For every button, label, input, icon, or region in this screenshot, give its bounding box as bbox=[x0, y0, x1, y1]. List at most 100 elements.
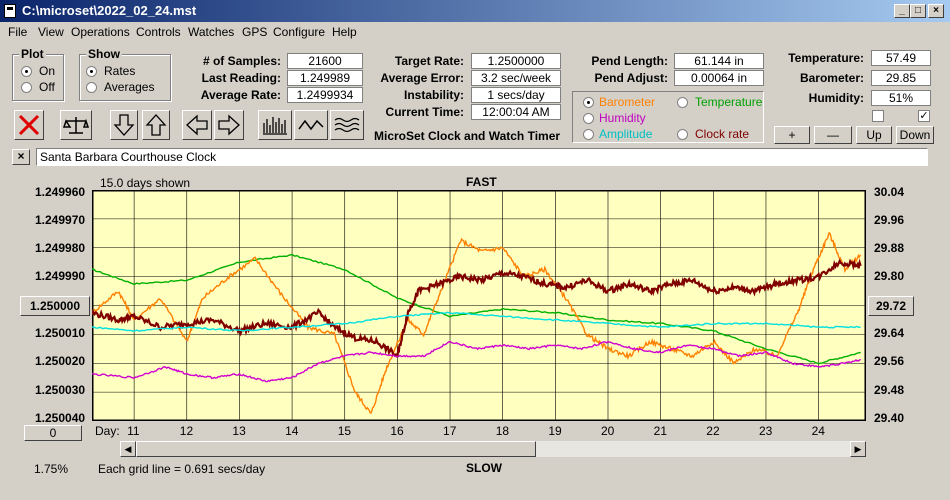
menu-gps[interactable]: GPS bbox=[242, 25, 268, 39]
target-rate-value: 1.2500000 bbox=[471, 53, 561, 69]
last-reading-label: Last Reading: bbox=[201, 71, 281, 85]
x-tick-12: 12 bbox=[179, 424, 194, 438]
left-tick-3: 1.249990 bbox=[35, 269, 86, 283]
menu-controls[interactable]: Controls bbox=[136, 25, 181, 39]
move-right-button[interactable] bbox=[214, 110, 244, 140]
series-humidity bbox=[92, 340, 861, 383]
right-tick-3: 29.80 bbox=[874, 269, 905, 283]
series-amplitude bbox=[92, 311, 861, 332]
left-tick-0: 1.249960 bbox=[35, 185, 86, 199]
scroll-right-button[interactable]: ▶ bbox=[850, 441, 866, 457]
temperature-label: Temperature: bbox=[788, 51, 864, 65]
menu-operations[interactable]: Operations bbox=[71, 25, 130, 39]
arrow-right-icon bbox=[218, 114, 240, 136]
description-field[interactable]: Santa Barbara Courthouse Clock bbox=[36, 148, 928, 166]
option-checkbox-1[interactable] bbox=[872, 110, 884, 122]
plot-on-label: On bbox=[39, 64, 56, 78]
grid-note-label: Each grid line = 0.691 secs/day bbox=[98, 462, 266, 476]
pend-length-value: 61.144 in bbox=[674, 53, 764, 69]
sensor-clockrate-label: Clock rate bbox=[695, 127, 750, 141]
plot-on-radio[interactable] bbox=[21, 66, 32, 77]
show-averages-radio[interactable] bbox=[86, 82, 97, 93]
right-axis-center-button[interactable]: 29.72 bbox=[868, 296, 914, 316]
current-time-value: 12:00:04 AM bbox=[471, 104, 561, 120]
bar-view-button[interactable] bbox=[258, 110, 292, 140]
show-rates-radio[interactable] bbox=[86, 66, 97, 77]
multi-wave-view-button[interactable] bbox=[330, 110, 364, 140]
left-tick-8: 1.250040 bbox=[35, 411, 86, 425]
scale-minus-button[interactable]: — bbox=[814, 126, 852, 144]
move-up-button[interactable] bbox=[142, 110, 170, 140]
delete-icon bbox=[18, 114, 40, 136]
target-rate-label: Target Rate: bbox=[394, 54, 464, 68]
clear-description-button[interactable]: × bbox=[12, 149, 30, 165]
wave-view-button[interactable] bbox=[294, 110, 328, 140]
close-button[interactable]: × bbox=[928, 4, 944, 18]
sensor-temperature-label: Temperature bbox=[695, 95, 763, 109]
x-tick-19: 19 bbox=[548, 424, 562, 438]
scroll-thumb[interactable] bbox=[136, 441, 536, 457]
scroll-left-button[interactable]: ◀ bbox=[120, 441, 136, 457]
left-tick-6: 1.250020 bbox=[35, 354, 86, 368]
series-layer bbox=[92, 231, 862, 414]
x-tick-13: 13 bbox=[232, 424, 246, 438]
scroll-left-arrow-icon: ◀ bbox=[124, 444, 132, 454]
app-caption: MicroSet Clock and Watch Timer bbox=[374, 129, 561, 143]
sensor-humidity-radio[interactable] bbox=[583, 113, 594, 124]
sensor-barometer-radio[interactable] bbox=[583, 97, 594, 108]
sensor-humidity-label: Humidity bbox=[599, 111, 646, 125]
x-tick-17: 17 bbox=[443, 424, 457, 438]
rate-chart[interactable] bbox=[92, 190, 866, 421]
window-title: C:\microset\2022_02_24.mst bbox=[22, 3, 197, 18]
menu-view[interactable]: View bbox=[38, 25, 64, 39]
sensor-barometer-label: Barometer bbox=[599, 95, 656, 109]
maximize-button[interactable]: □ bbox=[910, 4, 926, 18]
barometer-value: 29.85 bbox=[871, 70, 931, 86]
arrow-down-icon bbox=[113, 114, 135, 136]
sensor-amplitude-label: Amplitude bbox=[599, 127, 653, 141]
menu-watches[interactable]: Watches bbox=[188, 25, 235, 39]
x-tick-22: 22 bbox=[706, 424, 720, 438]
arrow-left-icon bbox=[186, 114, 208, 136]
x-tick-11: 11 bbox=[127, 424, 140, 438]
sensor-clockrate-radio[interactable] bbox=[677, 129, 688, 140]
left-axis-center-button[interactable]: 1.250000 bbox=[20, 296, 90, 316]
grid-lines bbox=[92, 190, 866, 421]
scale-up-button[interactable]: Up bbox=[856, 126, 892, 144]
move-down-button[interactable] bbox=[110, 110, 138, 140]
sensor-temperature-radio[interactable] bbox=[677, 97, 688, 108]
x-tick-24: 24 bbox=[811, 424, 825, 438]
menu-file[interactable]: File bbox=[8, 25, 28, 39]
balance-button[interactable] bbox=[60, 110, 92, 140]
plot-group: Plot On Off bbox=[12, 47, 64, 101]
left-tick-1: 1.249970 bbox=[35, 213, 86, 227]
right-tick-0: 30.04 bbox=[874, 185, 905, 199]
arrow-up-icon bbox=[145, 114, 167, 136]
plot-group-title: Plot bbox=[19, 47, 46, 61]
move-left-button[interactable] bbox=[182, 110, 212, 140]
x-tick-18: 18 bbox=[495, 424, 510, 438]
right-tick-8: 29.40 bbox=[874, 411, 905, 425]
right-tick-7: 29.48 bbox=[874, 383, 905, 397]
left-bottom-button[interactable]: 0 bbox=[24, 425, 82, 441]
delete-button[interactable] bbox=[14, 110, 44, 140]
menu-help[interactable]: Help bbox=[332, 25, 357, 39]
menu-configure[interactable]: Configure bbox=[273, 25, 326, 39]
horizontal-scrollbar[interactable]: ◀ ▶ bbox=[120, 441, 866, 457]
scale-down-button[interactable]: Down bbox=[896, 126, 934, 144]
right-tick-6: 29.56 bbox=[874, 354, 905, 368]
minimize-button[interactable]: _ bbox=[894, 4, 910, 18]
right-tick-5: 29.64 bbox=[874, 326, 905, 340]
plot-off-radio[interactable] bbox=[21, 82, 32, 93]
days-shown-label: 15.0 days shown bbox=[100, 176, 191, 190]
option-checkbox-2[interactable]: ✓ bbox=[918, 110, 930, 122]
bar-chart-icon bbox=[263, 117, 287, 135]
sensor-amplitude-radio[interactable] bbox=[583, 129, 594, 140]
average-rate-label: Average Rate: bbox=[200, 88, 281, 102]
left-tick-5: 1.250010 bbox=[35, 326, 86, 340]
balance-scale-icon bbox=[63, 117, 89, 134]
x-tick-20: 20 bbox=[601, 424, 615, 438]
right-tick-2: 29.88 bbox=[874, 241, 905, 255]
current-time-label: Current Time: bbox=[385, 105, 464, 119]
scale-plus-button[interactable]: + bbox=[774, 126, 810, 144]
